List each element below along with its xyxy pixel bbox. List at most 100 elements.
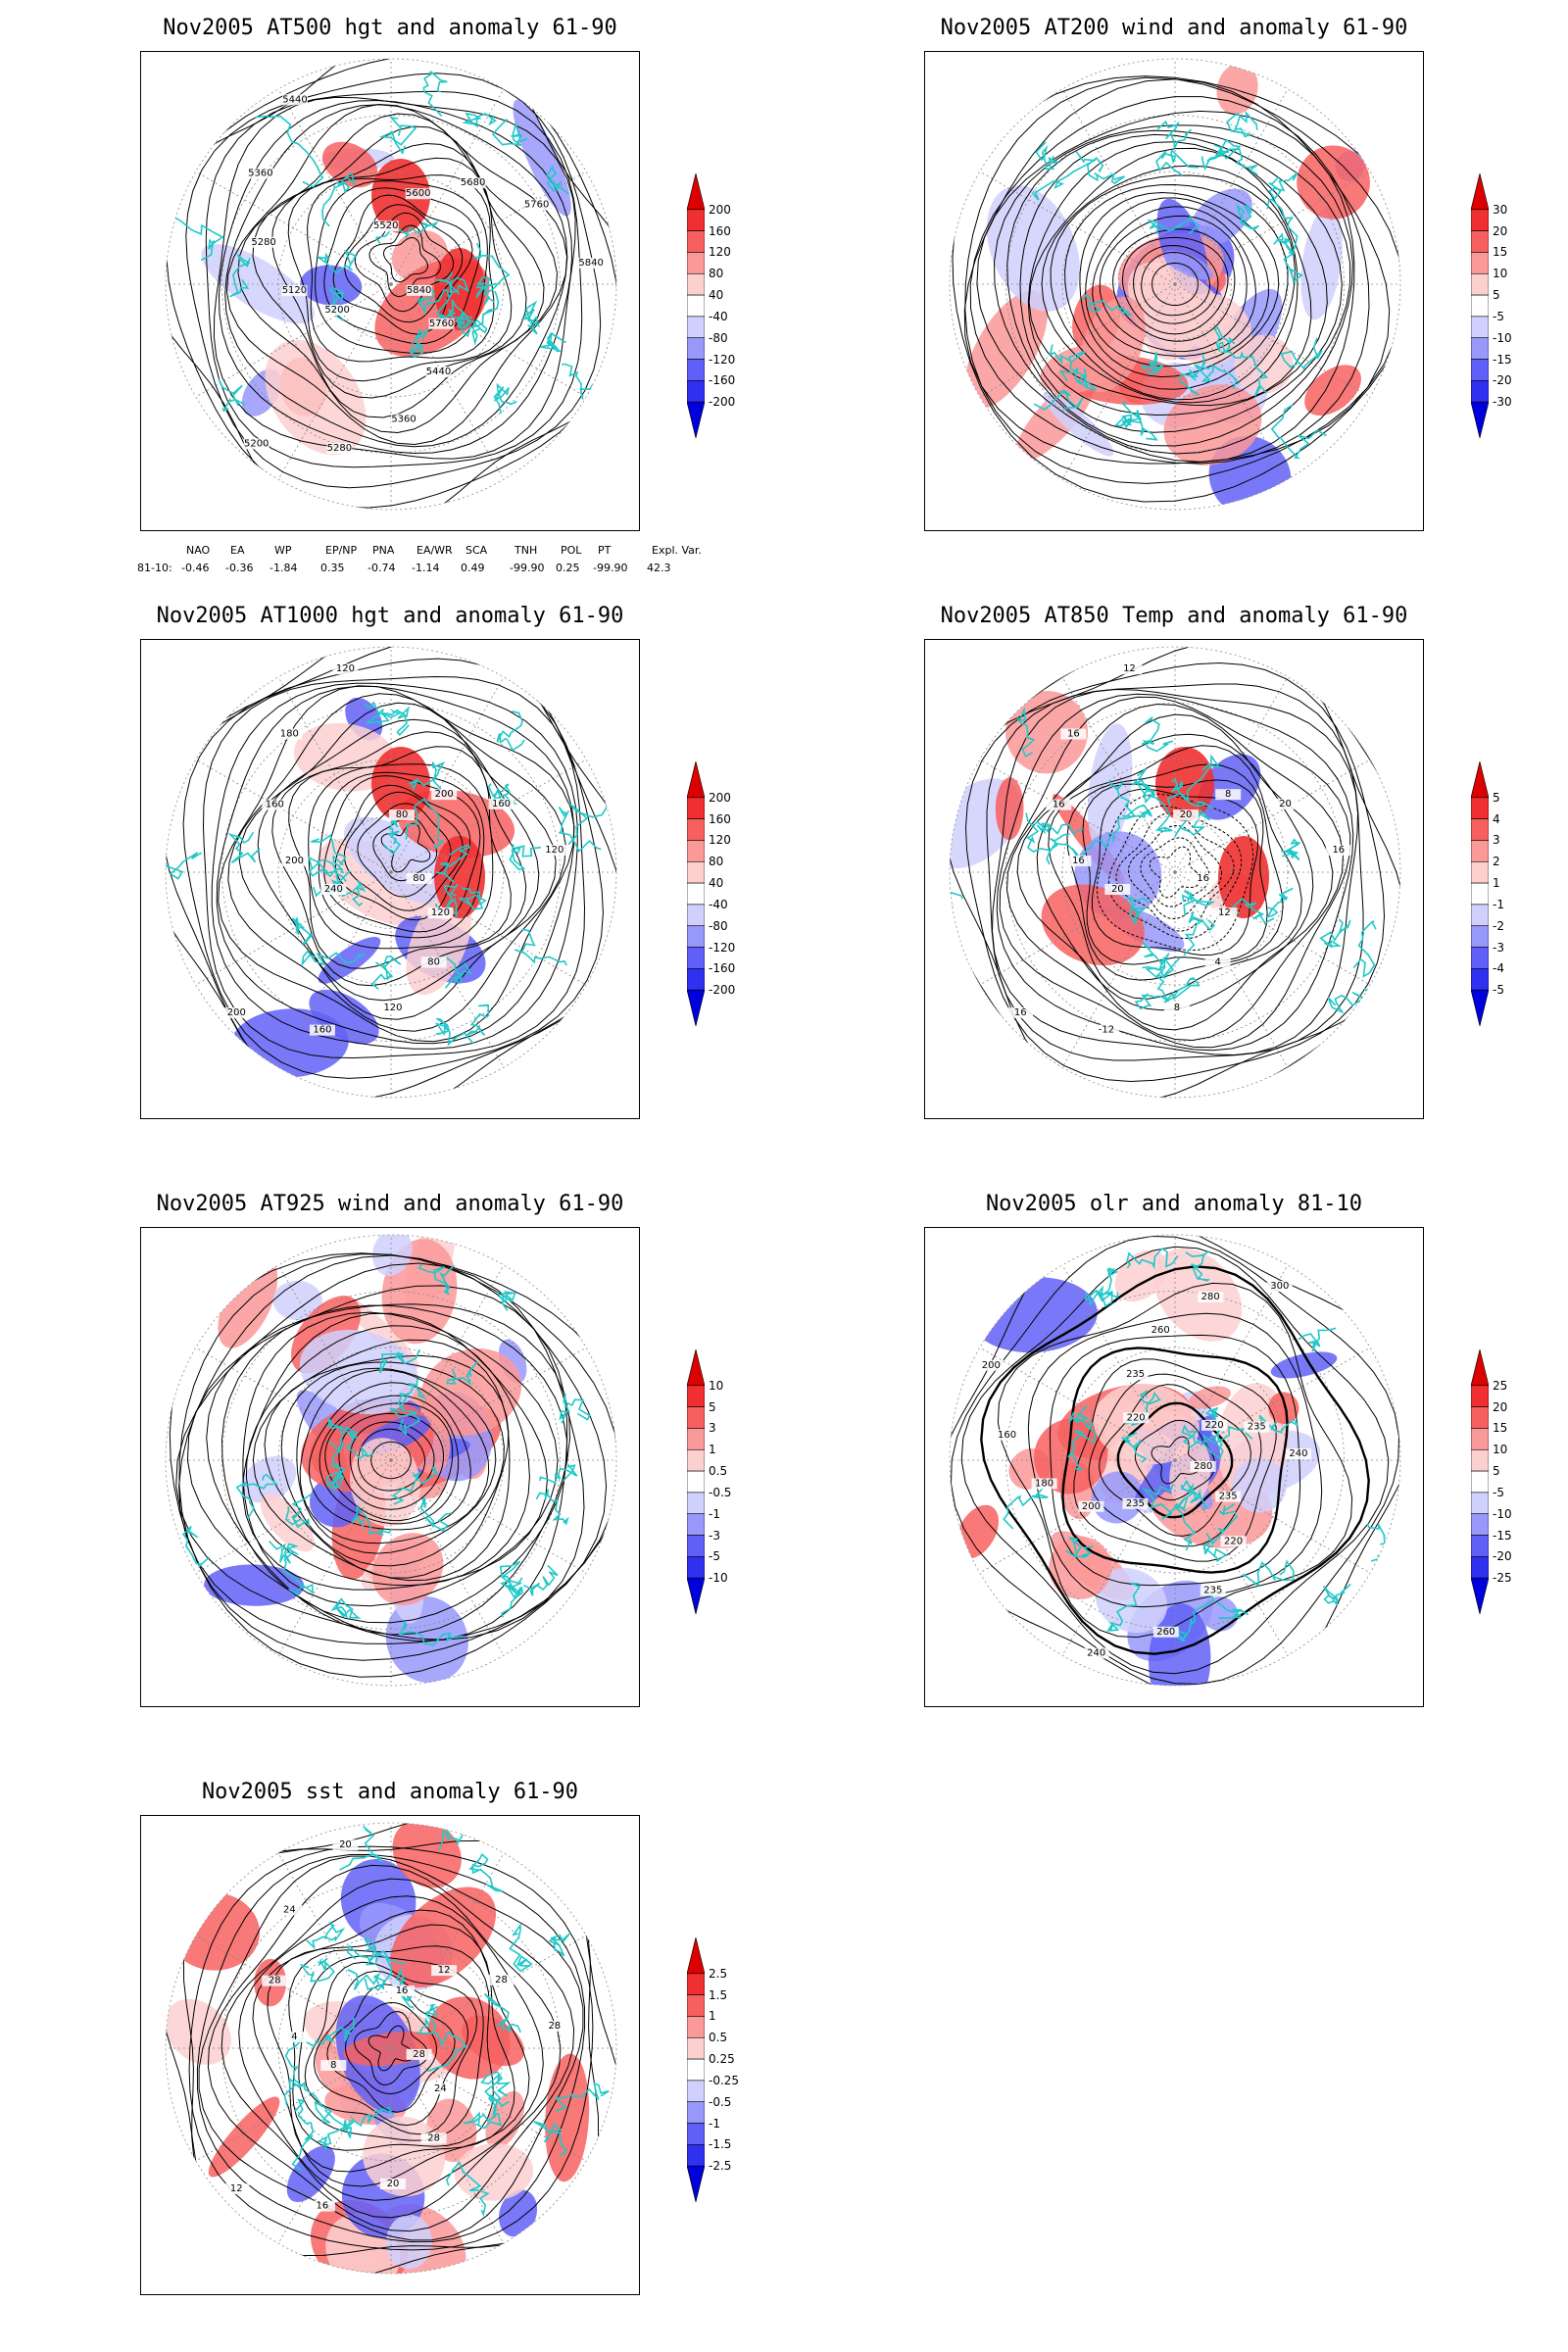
contour-label-bg	[243, 438, 270, 450]
negative-anomaly-shading	[1198, 754, 1261, 820]
colorbar-swatch	[686, 840, 706, 862]
contour-label-bg	[1244, 1421, 1270, 1433]
contour-label: 5440	[426, 367, 451, 377]
colorbar-swatch	[686, 1406, 706, 1429]
streamline	[1121, 236, 1229, 335]
coastline	[1266, 887, 1294, 918]
coastline	[288, 2077, 332, 2124]
index-header: SCA	[466, 544, 488, 557]
contour-label: 200	[1082, 1501, 1101, 1512]
contour-label: 235	[1248, 1422, 1266, 1433]
colorbar-tick-label: -80	[709, 918, 728, 933]
colorbar-tick-label: 2	[1493, 855, 1500, 869]
streamline	[1151, 262, 1199, 307]
panel-title: Nov2005 olr and anomaly 81-10	[985, 1192, 1363, 1216]
contour-label: 16	[1014, 1007, 1027, 1018]
coastline	[1213, 325, 1236, 355]
coastline	[480, 2071, 512, 2102]
colorbar-tick-label: -2	[1493, 918, 1504, 933]
contour-label: 20	[1279, 799, 1292, 809]
contour-label: 16	[1067, 728, 1080, 739]
colorbar-swatch	[1470, 904, 1490, 927]
colorbar-tick-label: 25	[1493, 1378, 1508, 1393]
contour-label-bg	[282, 94, 309, 106]
colorbar-swatch	[686, 2016, 706, 2038]
colorbar-tick-label: -20	[1493, 373, 1512, 388]
streamline	[296, 1367, 497, 1554]
coastline	[1049, 344, 1088, 378]
colorbar-swatch	[1470, 230, 1490, 253]
colorbar-swatch	[1470, 209, 1490, 231]
coastline	[457, 316, 488, 346]
coastline	[499, 1560, 522, 1595]
colorbar-tick-label: -1	[709, 1506, 720, 1521]
contour-label-bg	[1083, 1647, 1109, 1659]
contour-label-bg	[326, 443, 353, 455]
coastline	[1156, 120, 1193, 149]
contour-label-bg	[332, 1839, 359, 1851]
colorbar-swatch	[686, 1492, 706, 1515]
positive-anomaly-shading	[1014, 374, 1096, 463]
coastline	[389, 1407, 421, 1437]
coastline	[1183, 910, 1216, 956]
contour-label-bg	[1122, 1369, 1149, 1381]
colorbar-tick-label: -1	[1493, 897, 1504, 911]
coastline	[370, 955, 402, 990]
contour-label-bg	[1031, 1478, 1057, 1490]
contour-line	[343, 791, 464, 911]
coastline	[1084, 1289, 1119, 1308]
contour-label-bg	[431, 1965, 458, 1977]
index-header: EA/WR	[416, 544, 453, 557]
coastline	[1067, 1423, 1097, 1472]
contour-label: 5280	[251, 237, 275, 248]
coastline	[291, 916, 314, 946]
negative-anomaly-shading	[498, 2189, 538, 2237]
coastline	[533, 2121, 567, 2157]
contour-label-bg	[1007, 1007, 1034, 1019]
coastline	[1035, 141, 1060, 171]
coastline	[567, 799, 616, 846]
colorbar-tick-label: -3	[709, 1528, 720, 1543]
coastline	[561, 363, 604, 400]
coastline	[299, 1957, 335, 1983]
map-frame: 16 12 4 8 -12 16 20 16 16 16 12 20 8 20 16	[924, 639, 1424, 1119]
colorbar-tick-label: 160	[709, 223, 731, 238]
contour-label-bg	[389, 809, 416, 821]
contour-label-bg	[1078, 1500, 1104, 1512]
polar-map	[949, 58, 1401, 511]
colorbar-tick-label: -40	[709, 897, 728, 911]
colorbar-tick-label: 2.5	[709, 1966, 728, 1981]
negative-anomaly-shading	[1163, 250, 1214, 280]
index-value: -0.46	[181, 562, 210, 574]
contour-label: 5840	[578, 258, 603, 269]
index-header: EA	[230, 544, 245, 557]
contour-label-bg	[1060, 728, 1087, 740]
contour-label: 220	[1224, 1536, 1243, 1546]
contour-label-bg	[281, 856, 308, 867]
streamline	[299, 1369, 490, 1544]
colorbar	[686, 760, 706, 1027]
contour-label-bg	[1201, 1419, 1228, 1431]
streamline	[1141, 251, 1210, 317]
streamline	[186, 1285, 568, 1642]
coastline	[1322, 1583, 1351, 1606]
panel-at850-temp: Nov2005 AT850 Temp and anomaly 61-90 16 12…	[784, 588, 1568, 1176]
contour-label: 235	[1126, 1498, 1145, 1509]
positive-anomaly-shading	[293, 722, 398, 792]
contour-label-bg	[251, 236, 277, 248]
coastline	[1220, 350, 1269, 397]
panel-sst: Nov2005 sst and anomaly 61-90 28 24 28 20 16 1…	[0, 1764, 784, 2352]
contour-label-bg	[488, 798, 514, 809]
colorbar-tick-label: -120	[709, 352, 736, 367]
coastline	[1266, 198, 1298, 256]
colorbar-tick-label: 3	[1493, 833, 1500, 848]
colorbar-swatch	[1470, 882, 1490, 906]
colorbar-swatch	[686, 316, 706, 339]
contour-label: 28	[427, 2132, 440, 2143]
contour-label: 220	[1204, 1420, 1223, 1431]
coastline	[329, 1442, 345, 1491]
colorbar-swatch	[1470, 1556, 1490, 1579]
contour-label-bg	[1065, 856, 1092, 867]
contour-label-bg	[391, 414, 417, 425]
contour-label-bg	[1122, 1497, 1149, 1509]
